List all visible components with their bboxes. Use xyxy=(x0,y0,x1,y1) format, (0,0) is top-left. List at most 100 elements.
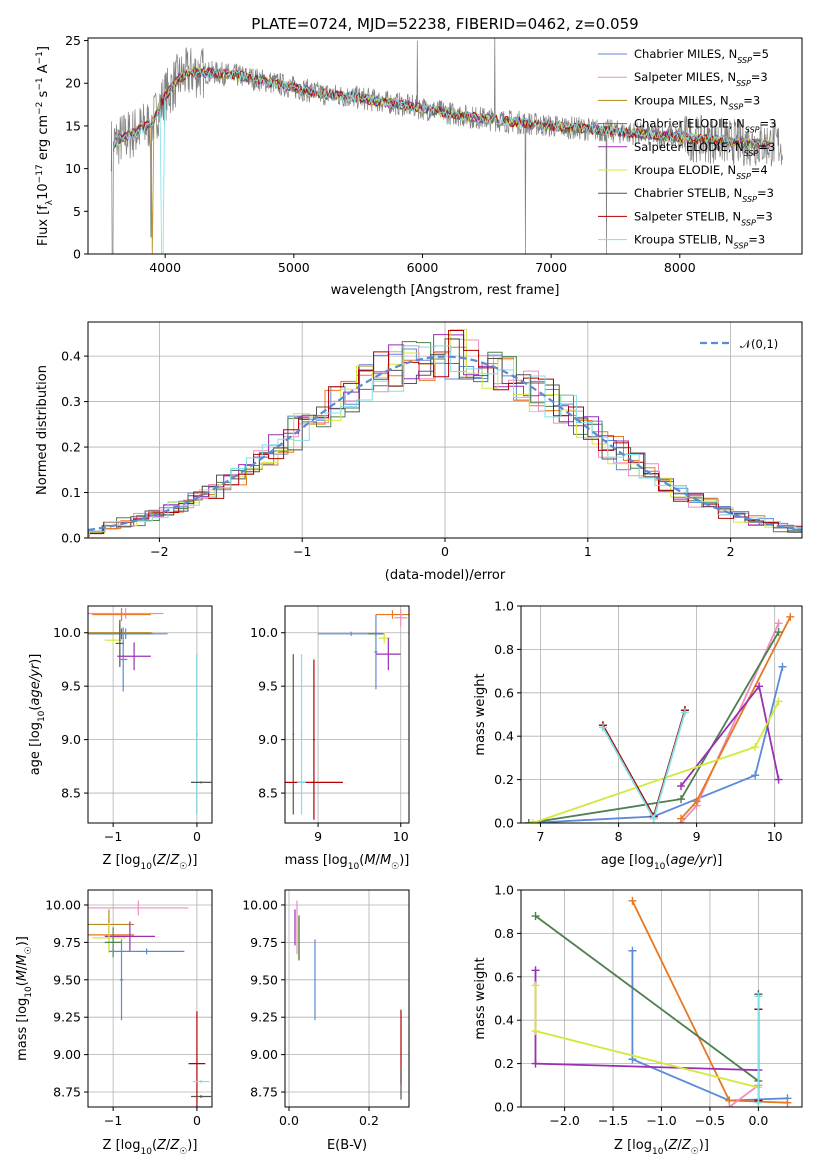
y-tick-label: 9.5 xyxy=(258,679,278,694)
data-point xyxy=(117,642,151,671)
histogram-chabrier-elodie xyxy=(88,341,802,533)
y-axis-label: mass [log10(M/M☉)] xyxy=(15,936,34,1061)
y-tick-label: 0.6 xyxy=(494,685,514,700)
x-tick-label: −1 xyxy=(293,544,311,559)
series-line xyxy=(598,708,689,823)
axes-mass-vs-Z: −1 0 8.75 9.00 9.25 9.50 9.75 10.00 Z [log10(Z/Z… xyxy=(15,889,213,1157)
axes-frame xyxy=(284,605,410,824)
plot-area xyxy=(294,900,402,1100)
x-tick-label: 9 xyxy=(314,829,322,844)
x-axis-label: (data-model)/error xyxy=(385,568,506,583)
plot-area xyxy=(88,900,212,1107)
y-tick-label: 0.0 xyxy=(494,816,514,831)
y-tick-label: 5 xyxy=(73,204,81,219)
point-marker xyxy=(531,1027,540,1036)
y-axis-label: mass weight xyxy=(473,673,488,755)
data-point xyxy=(300,654,303,815)
series-path xyxy=(728,1084,759,1107)
point-marker xyxy=(725,1103,734,1107)
x-tick-label: 8000 xyxy=(664,260,696,275)
x-tick-label: 0.0 xyxy=(279,1113,299,1128)
series-line xyxy=(598,706,689,821)
x-tick-label: −2 xyxy=(150,544,168,559)
y-axis-label: Flux [fλ10−17 erg cm−2 s−1 A−1] xyxy=(35,46,55,246)
y-tick-label: 9.00 xyxy=(250,1047,278,1062)
x-tick-label: 0 xyxy=(193,1113,201,1128)
point-marker xyxy=(778,662,787,671)
series-path xyxy=(602,712,686,822)
y-tick-label: 10.00 xyxy=(45,897,81,912)
legend-entry: Salpeter MILES, NSSP=3 xyxy=(634,70,768,88)
x-tick-label: −1.0 xyxy=(646,1113,676,1128)
series-path xyxy=(534,985,759,1089)
y-tick-label: 8.5 xyxy=(258,786,278,801)
series-path xyxy=(534,915,759,1082)
y-tick-label: 0.4 xyxy=(494,729,514,744)
y-tick-label: 25 xyxy=(65,33,81,48)
point-marker xyxy=(774,628,783,637)
point-marker xyxy=(628,896,637,905)
legend-entry: Kroupa MILES, NSSP=3 xyxy=(634,93,760,111)
axes-massweight-vs-age: 7 8 9 10 0.0 0.2 0.4 0.6 0.8 1.0 age [log10(age/yr… xyxy=(473,599,803,872)
data-point xyxy=(92,608,151,621)
legend-entry: 𝒩(0,1) xyxy=(740,337,778,351)
y-tick-label: 8.75 xyxy=(53,1085,81,1100)
y-tick-label: 0 xyxy=(73,247,81,262)
legend: Chabrier MILES, NSSP=5 Salpeter MILES, NS… xyxy=(598,47,776,250)
point-marker xyxy=(524,819,533,823)
plot-area xyxy=(524,612,795,823)
legend-entry: Salpeter ELODIE, NSSP=3 xyxy=(634,140,775,158)
axes-frame xyxy=(520,605,803,824)
x-tick-label: 2 xyxy=(727,544,735,559)
y-tick-label: 1.0 xyxy=(494,599,514,614)
point-marker xyxy=(598,723,607,732)
y-tick-label: 0.2 xyxy=(61,440,81,455)
y-tick-label: 0.8 xyxy=(494,642,514,657)
x-axis-label: E(B-V) xyxy=(327,1138,367,1153)
point-marker xyxy=(754,1098,763,1107)
point-marker xyxy=(677,795,686,804)
point-marker xyxy=(755,682,764,691)
y-tick-label: 10 xyxy=(65,161,81,176)
y-tick-label: 9.25 xyxy=(250,1010,278,1025)
y-tick-label: 0.0 xyxy=(494,1100,514,1115)
y-tick-label: 8.75 xyxy=(250,1085,278,1100)
data-point xyxy=(88,628,168,640)
point-marker xyxy=(774,697,783,706)
data-point xyxy=(298,915,300,961)
y-tick-label: 9.0 xyxy=(258,732,278,747)
y-tick-label: 15 xyxy=(65,118,81,133)
data-point xyxy=(314,939,316,1021)
legend-entry: Kroupa STELIB, NSSP=3 xyxy=(634,233,765,251)
y-tick-label: 10.00 xyxy=(242,897,278,912)
point-marker xyxy=(774,619,783,628)
point-marker xyxy=(528,819,537,823)
y-tick-label: 0.4 xyxy=(61,349,81,364)
gaussian-curve xyxy=(88,355,802,532)
data-point xyxy=(196,654,198,815)
x-tick-label: −1 xyxy=(104,829,122,844)
y-axis-label: age [log10(age/yr)] xyxy=(28,654,47,776)
x-tick-label: 0.2 xyxy=(359,1113,379,1128)
point-marker xyxy=(531,981,540,990)
plot-area xyxy=(88,329,802,537)
data-point xyxy=(375,638,401,671)
axes-frame xyxy=(284,889,410,1108)
x-tick-label: −1 xyxy=(104,1113,122,1128)
x-tick-label: 1 xyxy=(584,544,592,559)
series-line xyxy=(598,706,689,821)
x-axis-label: Z [log10(Z/Z☉)] xyxy=(103,1138,198,1157)
y-tick-label: 9.75 xyxy=(250,935,278,950)
point-marker xyxy=(751,771,760,780)
data-point xyxy=(294,909,296,946)
point-marker xyxy=(786,612,795,621)
data-point xyxy=(108,948,185,955)
data-point xyxy=(188,1011,206,1107)
point-marker xyxy=(677,814,686,823)
point-marker xyxy=(680,708,689,717)
series-line xyxy=(524,628,783,823)
point-marker xyxy=(531,966,540,975)
y-tick-label: 0.4 xyxy=(494,1013,514,1028)
data-point xyxy=(104,927,122,958)
